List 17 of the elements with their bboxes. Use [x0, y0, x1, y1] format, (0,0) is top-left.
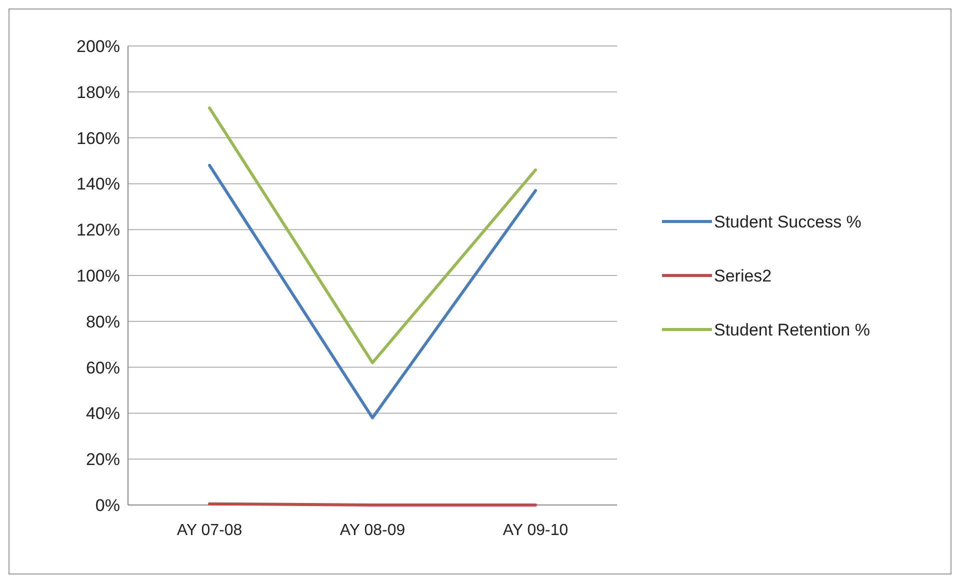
y-tick-label: 20%: [86, 450, 120, 470]
y-tick-label: 40%: [86, 404, 120, 424]
y-tick-label: 140%: [76, 174, 120, 194]
y-tick-label: 80%: [86, 312, 120, 332]
legend-label: Student Retention %: [714, 320, 870, 340]
y-tick-label: 0%: [95, 496, 120, 515]
y-tick-label: 180%: [76, 82, 120, 102]
y-tick-label: 160%: [76, 128, 120, 148]
legend-label: Student Success %: [714, 212, 862, 232]
x-tick-label: AY 09-10: [502, 522, 568, 539]
x-tick-label: AY 08-09: [340, 522, 406, 539]
y-tick-label: 100%: [76, 266, 120, 286]
y-tick-label: 60%: [86, 358, 120, 378]
legend-label: Series2: [714, 266, 772, 286]
y-tick-label: 200%: [76, 36, 120, 56]
y-tick-label: 120%: [76, 220, 120, 240]
x-tick-label: AY 07-08: [176, 522, 242, 539]
